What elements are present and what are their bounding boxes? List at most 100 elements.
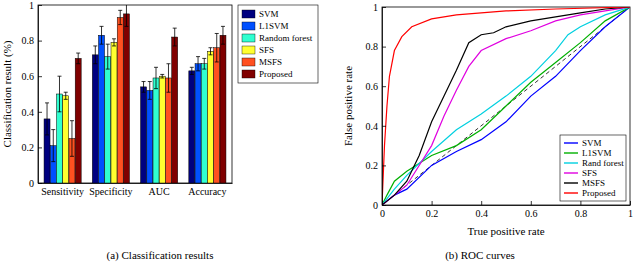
bar [117,17,123,183]
figure-svg: SensitivitySpecificityAUCAccuracy00.20.4… [0,0,640,266]
y-axis-tick: 1 [373,2,386,13]
legend-label: MSFS [582,178,605,188]
legend-label: Proposed [582,188,616,198]
x-axis-tick: Accuracy [188,186,226,197]
bar [141,87,147,183]
error-bar [51,130,55,162]
y-axis-tick-mark [382,86,386,87]
x-axis-tick-mark [432,201,433,205]
bar [220,35,226,183]
bar [214,48,220,183]
y-axis-title: Classification result (%) [1,40,14,147]
error-bar [106,44,110,69]
y-axis-tick-mark [38,112,42,113]
figure: SensitivitySpecificityAUCAccuracy00.20.4… [0,0,640,266]
chance-line [382,7,630,205]
x-axis-tick-label: 0.8 [575,208,588,219]
y-axis-tick-mark [38,147,42,148]
legend-swatch [242,58,255,66]
roc-curve [382,7,630,205]
error-bar [45,103,49,135]
error-bar [93,46,97,64]
legend-label: SVM [259,9,279,19]
bar [123,14,129,183]
bar [195,64,201,183]
y-axis-tick: 0.4 [22,107,43,118]
legend-label: Random forest [259,33,313,43]
error-bar [173,28,177,46]
legend-swatch [242,22,255,30]
legend-swatch [564,142,578,143]
y-axis-tick: 0.8 [366,41,387,52]
error-bar [112,39,116,46]
error-bar [221,26,225,44]
error-bar [100,26,104,44]
legend-label: L1SVM [259,21,289,31]
caption: (a) Classification results [107,249,214,262]
legend-swatch [242,34,255,42]
x-axis-tick-label: 0.6 [525,208,538,219]
plot-frame [382,7,630,205]
y-axis: 0 0.2 0.4 0.6 0.8 1 [366,2,387,211]
bar [92,55,98,183]
y-axis-tick: 0 [373,200,386,211]
bar [99,35,105,183]
bar [201,64,207,183]
error-bar [202,58,206,69]
x-axis-tick-label: Sensitivity [41,186,84,197]
y-axis-tick: 0.6 [366,81,387,92]
y-axis-tick-mark [382,126,386,127]
x-axis-tick: AUC [149,186,170,197]
error-bar [118,10,122,24]
legend-swatch [242,10,255,18]
legend-label: SFS [259,45,274,55]
y-axis-tick-label: 0.2 [366,160,379,171]
error-bar [58,76,62,112]
error-bar [124,5,128,26]
x-axis-tick-label: 0.2 [426,208,439,219]
x-axis-line [39,183,233,184]
y-axis-tick-label: 1 [373,2,378,13]
y-axis-tick: 0.4 [366,121,387,132]
y-axis-tick-label: 0.4 [366,121,379,132]
legend: SVML1SVMRandom forestSFSMSFSProposed [238,5,318,83]
x-axis-title: True positive rate [467,225,544,237]
error-bar [142,82,146,93]
error-bar [209,48,213,55]
y-axis-tick-mark [382,7,386,8]
x-axis-line [383,205,631,206]
bar [165,78,171,183]
y-axis-tick-label: 0.6 [366,81,379,92]
y-axis-tick-mark [382,165,386,166]
y-axis-tick: 0.2 [22,142,43,153]
y-axis-tick: 0.8 [22,35,43,46]
roc-curve [382,7,630,205]
y-axis-tick-mark [382,47,386,48]
legend: SVML1SVMRand forestSFSMSFSProposed [560,135,626,201]
error-bar [160,74,164,78]
legend-label: SVM [582,138,602,148]
roc-curve [382,7,630,205]
legend-swatch [564,192,578,193]
legend-box [238,5,318,83]
y-axis-line [38,6,39,184]
legend-swatch [242,70,255,78]
plot-area [382,7,630,205]
error-bar [70,121,74,157]
bar [172,37,178,183]
error-bar [196,57,200,71]
plot-frame [38,5,232,183]
bar [63,96,69,183]
x-axis: 00.20.40.60.81 [380,201,633,219]
y-axis-tick-label: 0 [373,200,378,211]
x-axis-tick-label: AUC [149,186,170,197]
y-axis: 00.20.40.60.81 [22,0,43,189]
y-axis-line [382,8,383,206]
x-axis-tick-label: 1 [628,208,633,219]
bar [159,76,165,183]
legend-label: L1SVM [582,148,612,158]
x-axis-tick: Sensitivity [41,186,84,197]
x-axis-tick: 0.4 [475,201,488,219]
bar [105,57,111,183]
legend-swatch [242,46,255,54]
